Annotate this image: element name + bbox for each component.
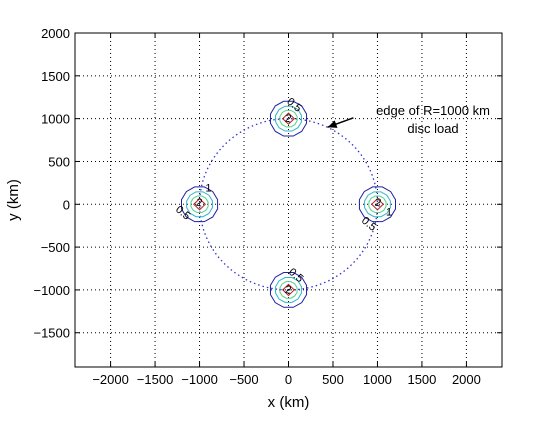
annotation-line-1: edge of R=1000 km — [376, 103, 490, 118]
y-tick-label: −500 — [41, 240, 70, 255]
contour-ring — [364, 191, 391, 218]
annotation-line-2: disc load — [407, 121, 458, 136]
grid — [75, 32, 502, 367]
contour-ring — [281, 283, 296, 297]
contour-label: 0.5 — [359, 215, 378, 234]
contour-ring — [281, 112, 296, 125]
y-tick-label: −1500 — [33, 326, 70, 341]
disc-load-edge — [198, 117, 379, 291]
contour-ring — [279, 281, 298, 299]
x-axis-label: x (km) — [268, 394, 310, 411]
contour-ring — [180, 186, 219, 223]
annotation: edge of R=1000 km disc load — [327, 103, 490, 136]
x-tick-label: −1500 — [137, 372, 174, 387]
contour-label: 1 — [386, 206, 392, 218]
x-tick-label: 1500 — [407, 372, 436, 387]
y-axis-label: y (km) — [5, 179, 22, 221]
contour-ring — [269, 100, 308, 137]
contour-ring — [370, 198, 384, 211]
annotation-arrowhead — [327, 120, 338, 128]
y-tick-label: 2000 — [41, 26, 70, 41]
ticks: −2000 −1500 −1000 −500 0 500 1000 1500 2000−1500… — [33, 26, 502, 387]
contour-ring — [358, 186, 397, 223]
contour-ring — [193, 198, 207, 211]
x-tick-label: −500 — [229, 372, 258, 387]
contour-label: 0.5 — [286, 266, 305, 285]
plot-frame — [74, 32, 503, 368]
x-tick-label: −1000 — [181, 372, 218, 387]
x-tick-label: 0 — [285, 372, 292, 387]
x-tick-label: −2000 — [92, 372, 129, 387]
contour-label: 2 — [195, 197, 203, 210]
contour-label: 2 — [284, 113, 292, 126]
contour-label: 0.5 — [173, 204, 192, 223]
contour-ring — [190, 195, 209, 214]
contour-label: 2 — [284, 284, 292, 297]
contour-ring — [269, 272, 308, 308]
x-tick-label: 2000 — [452, 372, 481, 387]
contour-ring — [279, 109, 298, 128]
y-tick-label: 1000 — [41, 112, 70, 127]
contour-label: 2 — [374, 197, 382, 210]
disc-load-circle — [198, 117, 379, 291]
contour-label: 1 — [205, 182, 211, 194]
y-tick-label: 0 — [63, 197, 70, 212]
y-tick-label: −1000 — [33, 283, 70, 298]
contour-ring — [368, 195, 387, 214]
contour-ring — [275, 105, 302, 132]
contour-ring — [275, 277, 302, 303]
contour-ring — [186, 191, 213, 218]
contours — [180, 100, 397, 308]
y-tick-label: 1500 — [41, 69, 70, 84]
x-tick-label: 500 — [322, 372, 344, 387]
y-tick-label: 500 — [48, 154, 70, 169]
x-tick-label: 1000 — [363, 372, 392, 387]
